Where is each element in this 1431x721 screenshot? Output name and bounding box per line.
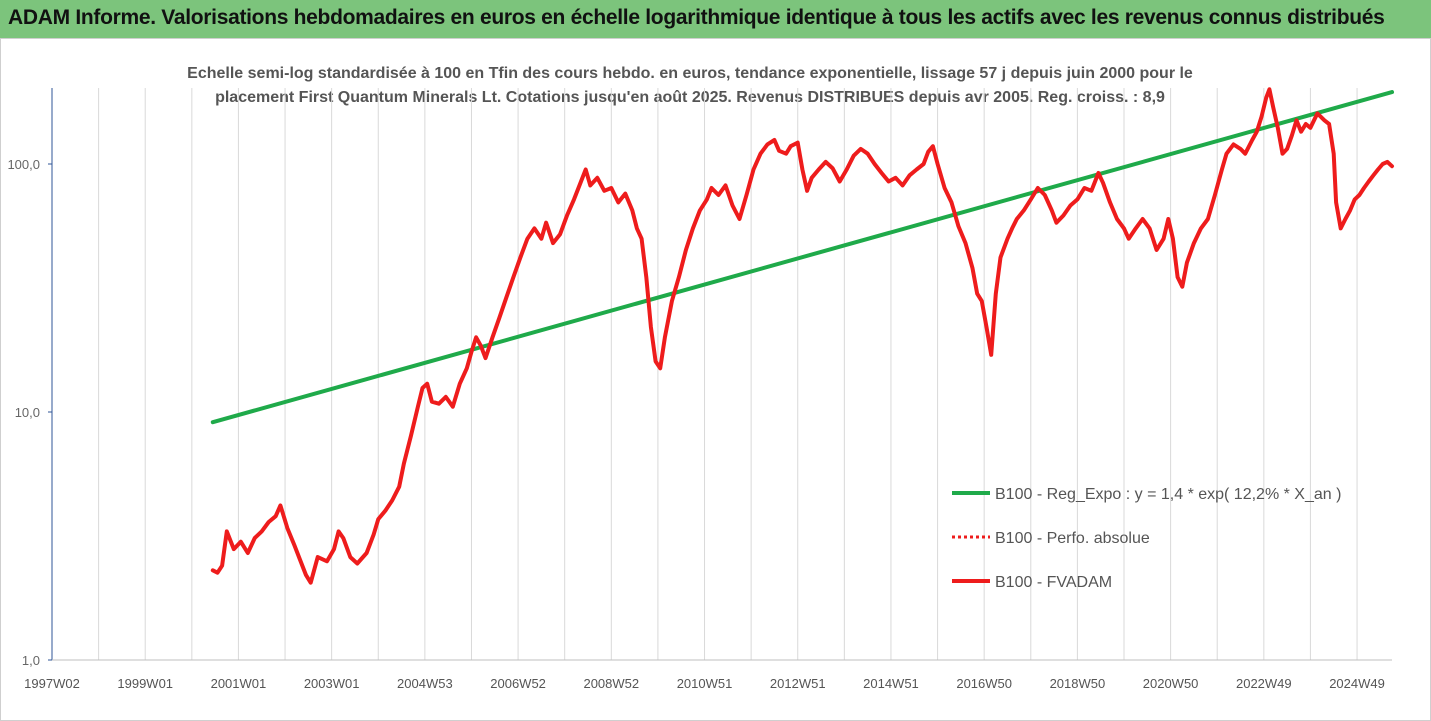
chart-subtitle-line1: Echelle semi-log standardisée à 100 en T… xyxy=(187,65,1193,82)
x-tick-label: 2016W50 xyxy=(956,676,1012,691)
y-axis: 1,0 10,0 100,0 xyxy=(7,88,53,668)
x-tick-label: 2018W50 xyxy=(1050,676,1106,691)
x-tick-label: 1999W01 xyxy=(117,676,173,691)
x-tick-label: 2004W53 xyxy=(397,676,453,691)
legend: B100 - Reg_Expo : y = 1,4 * exp( 12,2% *… xyxy=(952,486,1341,591)
legend-label: B100 - Perfo. absolue xyxy=(995,530,1150,547)
x-tick-label: 1997W02 xyxy=(24,676,80,691)
series-line-2 xyxy=(210,87,1394,585)
series-layer xyxy=(210,87,1394,585)
x-tick-label: 2012W51 xyxy=(770,676,826,691)
grid-layer xyxy=(98,88,1358,660)
x-tick-label: 2008W52 xyxy=(583,676,639,691)
chart-subtitle: Echelle semi-log standardisée à 100 en T… xyxy=(60,62,1320,110)
chart-subtitle-line2: placement First Quantum Minerals Lt. Cot… xyxy=(215,89,1165,106)
y-tick-label: 100,0 xyxy=(7,157,40,172)
legend-label: B100 - FVADAM xyxy=(995,574,1112,591)
header-bar: ADAM Informe. Valorisations hebdomadaire… xyxy=(0,0,1431,39)
series-line-0 xyxy=(210,90,1394,425)
y-tick-label: 10,0 xyxy=(15,405,40,420)
x-axis: 1997W02 1999W01 2001W01 2003W01 2004W53 2006W… xyxy=(24,659,1392,691)
y-tick-label: 1,0 xyxy=(22,653,40,668)
x-tick-label: 2020W50 xyxy=(1143,676,1199,691)
x-tick-label: 2014W51 xyxy=(863,676,919,691)
page-title: ADAM Informe. Valorisations hebdomadaire… xyxy=(8,6,1385,29)
x-tick-label: 2003W01 xyxy=(304,676,360,691)
x-tick-label: 2024W49 xyxy=(1329,676,1385,691)
legend-label: B100 - Reg_Expo : y = 1,4 * exp( 12,2% *… xyxy=(995,486,1341,503)
x-tick-label: 2010W51 xyxy=(677,676,733,691)
x-tick-label: 2006W52 xyxy=(490,676,546,691)
x-tick-label: 2001W01 xyxy=(211,676,267,691)
x-tick-label: 2022W49 xyxy=(1236,676,1292,691)
